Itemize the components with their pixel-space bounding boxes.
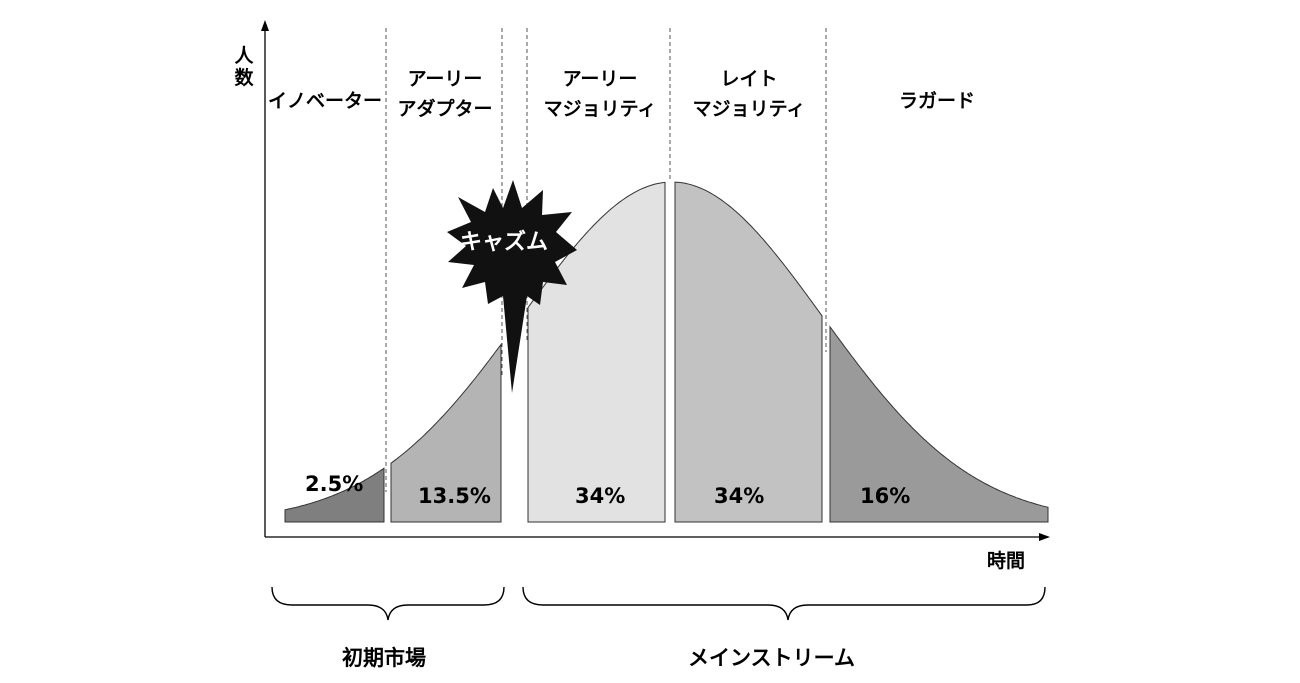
segment-area-late-majority (674, 181, 823, 523)
x-axis-arrow (1039, 533, 1050, 541)
segment-area-laggards (829, 325, 1049, 523)
chasm-label: キャズム (460, 230, 549, 255)
x-axis-label: 時間 (987, 550, 1026, 572)
y-axis-label: 人 数 (232, 45, 256, 89)
y-axis-arrow (261, 20, 269, 31)
percent-early-adopters: 13.5% (418, 484, 491, 508)
y-axis-label-line2: 数 (234, 67, 254, 89)
mainstream-label: メインストリーム (688, 646, 855, 670)
segment-label-early-majority-line1: アーリー (562, 68, 638, 90)
segment-label-late-majority: レイト マジョリティ (672, 64, 826, 124)
segment-label-early-adopters-line2: アダプター (397, 98, 493, 120)
segment-label-early-adopters-line1: アーリー (407, 68, 483, 90)
mainstream-brace (522, 586, 1046, 621)
segment-label-early-majority-line2: マジョリティ (543, 98, 657, 120)
early-market-label: 初期市場 (342, 646, 426, 670)
segment-label-innovators-line1: イノベーター (267, 90, 382, 112)
segment-label-late-majority-line1: レイト (720, 68, 778, 90)
segment-label-laggards-line1: ラガード (898, 90, 975, 112)
percent-innovators: 2.5% (305, 472, 364, 496)
segment-label-early-adopters: アーリー アダプター (388, 64, 502, 124)
segment-area-early-adopters (390, 342, 502, 523)
early-market-brace (271, 586, 505, 621)
percent-late-majority: 34% (714, 484, 765, 508)
segment-label-early-majority: アーリー マジョリティ (530, 64, 670, 124)
segment-label-late-majority-line2: マジョリティ (692, 98, 806, 120)
segment-area-innovators (284, 467, 385, 523)
y-axis-label-line1: 人 (234, 45, 254, 67)
segment-label-innovators: イノベーター (264, 86, 386, 116)
chasm-burst-shape (447, 180, 577, 393)
percent-laggards: 16% (860, 484, 911, 508)
segment-label-laggards: ラガード (872, 86, 1002, 116)
percent-early-majority: 34% (575, 484, 626, 508)
